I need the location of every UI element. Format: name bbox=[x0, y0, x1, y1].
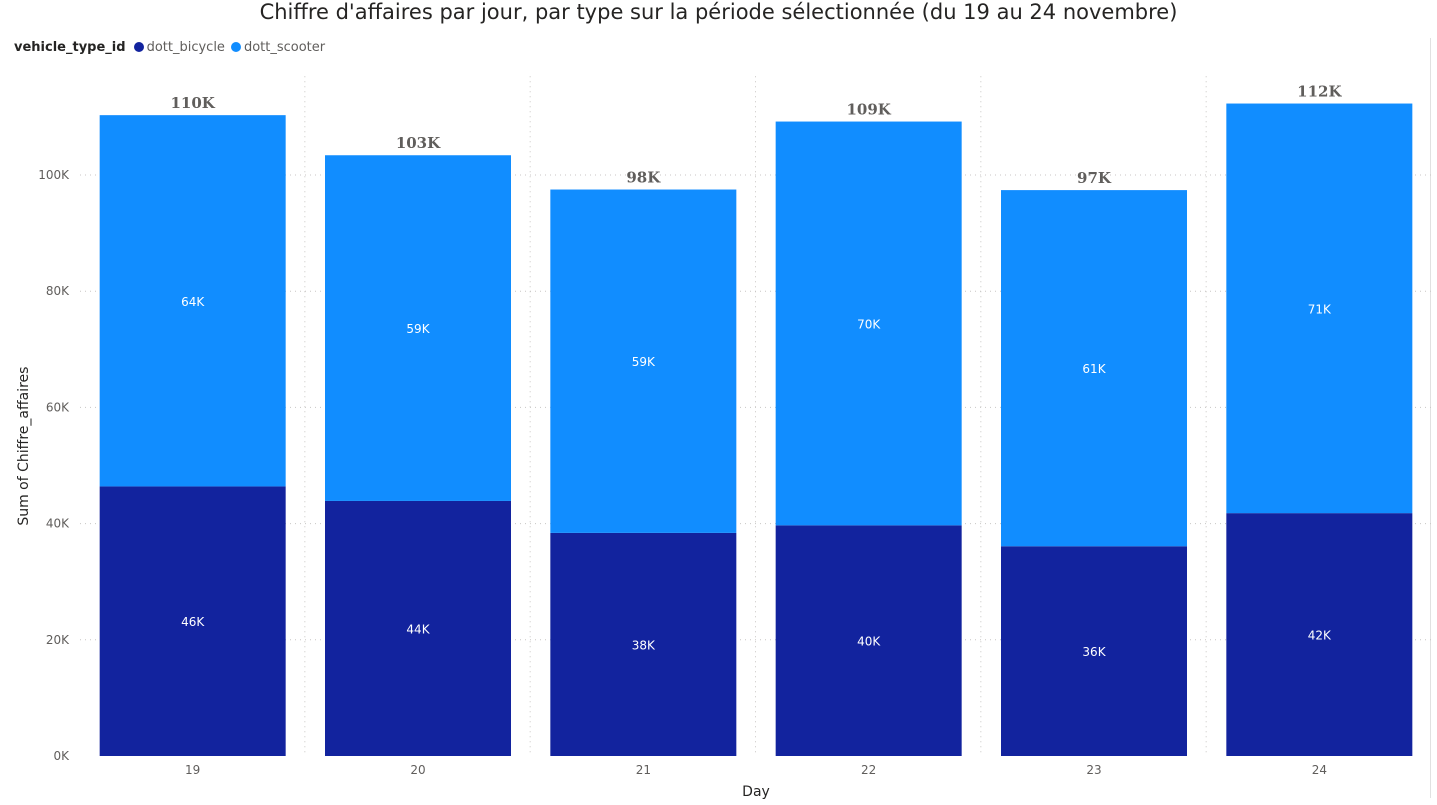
bar-dott_scooter-23 bbox=[1001, 190, 1187, 547]
x-tick-label: 19 bbox=[185, 763, 200, 777]
scrollbar[interactable] bbox=[1430, 38, 1437, 798]
data-label-dott_scooter: 64K bbox=[181, 295, 205, 309]
bar-dott_bicycle-22 bbox=[775, 525, 962, 756]
data-label-dott_scooter: 59K bbox=[406, 322, 430, 336]
data-label-dott_bicycle: 42K bbox=[1308, 629, 1332, 643]
bar-dott_scooter-19 bbox=[99, 115, 286, 487]
y-tick-label: 100K bbox=[38, 168, 70, 182]
y-tick-label: 20K bbox=[46, 633, 70, 647]
bar-dott_scooter-22 bbox=[775, 121, 962, 526]
total-label: 109K bbox=[846, 101, 891, 119]
legend-item-scooter[interactable]: dott_scooter bbox=[230, 39, 326, 55]
data-label-dott_scooter: 61K bbox=[1082, 362, 1106, 376]
legend-item-bicycle[interactable]: dott_bicycle bbox=[133, 39, 225, 55]
bar-dott_scooter-21 bbox=[550, 189, 737, 533]
legend-label-scooter: dott_scooter bbox=[243, 39, 326, 55]
y-tick-label: 40K bbox=[46, 517, 70, 531]
data-label-dott_bicycle: 36K bbox=[1082, 645, 1106, 659]
y-tick-label: 60K bbox=[46, 400, 70, 414]
data-label-dott_bicycle: 44K bbox=[406, 622, 430, 636]
bar-dott_bicycle-24 bbox=[1226, 513, 1413, 756]
x-axis-title: Day bbox=[742, 784, 770, 800]
bar-dott_scooter-24 bbox=[1226, 103, 1413, 514]
y-axis-title: Sum of Chiffre_affaires bbox=[16, 367, 32, 526]
data-label-dott_bicycle: 38K bbox=[632, 638, 656, 652]
total-label: 98K bbox=[626, 169, 661, 187]
bar-dott_bicycle-21 bbox=[550, 532, 737, 756]
legend: vehicle_type_id dott_bicycle dott_scoote… bbox=[14, 38, 331, 56]
legend-label-bicycle: dott_bicycle bbox=[146, 39, 225, 55]
bar-dott_bicycle-19 bbox=[99, 486, 286, 756]
total-label: 112K bbox=[1297, 83, 1342, 101]
y-tick-label: 0K bbox=[53, 749, 70, 763]
legend-title: vehicle_type_id bbox=[14, 39, 126, 55]
x-tick-label: 22 bbox=[861, 763, 876, 777]
legend-dot-scooter bbox=[230, 42, 241, 52]
bar-dott_bicycle-23 bbox=[1001, 546, 1187, 756]
x-tick-label: 24 bbox=[1312, 763, 1327, 777]
x-tick-label: 23 bbox=[1086, 763, 1101, 777]
data-label-dott_bicycle: 46K bbox=[181, 615, 205, 629]
bar-dott_bicycle-20 bbox=[325, 500, 511, 756]
data-label-dott_scooter: 71K bbox=[1308, 302, 1332, 316]
bar-dott_scooter-20 bbox=[325, 155, 511, 501]
x-tick-label: 21 bbox=[636, 763, 651, 777]
data-label-dott_scooter: 59K bbox=[632, 355, 656, 369]
total-label: 103K bbox=[396, 134, 441, 152]
total-label: 97K bbox=[1077, 169, 1112, 187]
data-label-dott_bicycle: 40K bbox=[857, 635, 881, 649]
data-label-dott_scooter: 70K bbox=[857, 317, 881, 331]
total-label: 110K bbox=[170, 94, 215, 112]
legend-dot-bicycle bbox=[133, 42, 144, 52]
chart-title: Chiffre d'affaires par jour, par type su… bbox=[259, 0, 1178, 24]
x-tick-label: 20 bbox=[410, 763, 425, 777]
y-tick-label: 80K bbox=[46, 284, 70, 298]
